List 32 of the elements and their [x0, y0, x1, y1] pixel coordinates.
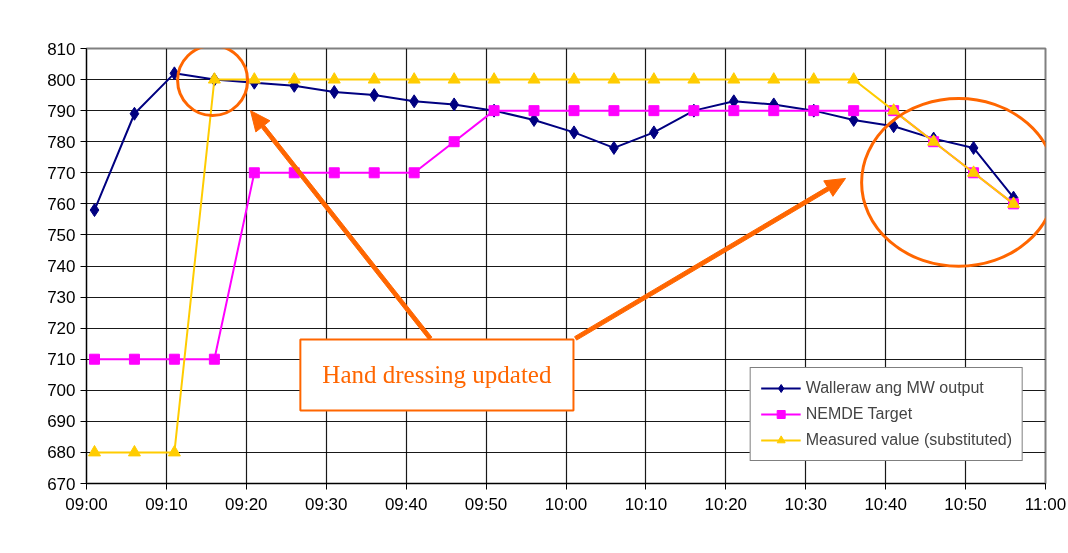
y-tick-label: 800 [47, 70, 76, 90]
x-tick-label: 09:00 [65, 494, 108, 514]
x-tick-label: 10:20 [704, 494, 748, 514]
annotation: Hand dressing updated [322, 361, 552, 389]
x-tick-label: 09:40 [384, 494, 428, 514]
x-tick-label: 10:50 [944, 494, 987, 514]
legend-label: NEMDE Target [805, 405, 913, 423]
legend-label: Measured value (substituted) [805, 431, 1012, 449]
y-tick-label: 690 [47, 412, 76, 432]
legend-label: Walleraw ang MW output [805, 379, 984, 397]
y-tick-label: 750 [47, 225, 76, 245]
y-tick-label: 720 [47, 319, 76, 339]
x-tick-label: 09:10 [145, 494, 188, 514]
y-tick-label: 700 [47, 381, 76, 401]
x-tick-label: 10:00 [544, 494, 588, 514]
x-tick-label: 09:50 [464, 494, 508, 514]
y-tick-label: 740 [47, 257, 76, 276]
x-tick-label: 10:40 [864, 494, 907, 514]
y-tick-label: 760 [47, 194, 76, 214]
y-tick-label: 790 [47, 101, 76, 121]
y-tick-label: 810 [47, 39, 76, 59]
x-tick-label: 09:30 [304, 494, 348, 514]
y-tick-label: 680 [47, 443, 76, 463]
x-tick-label: 10:30 [784, 494, 828, 514]
x-tick-label: 11:00 [1024, 494, 1067, 514]
y-tick-label: 730 [47, 288, 76, 308]
x-tick-label: 09:20 [225, 494, 268, 514]
y-tick-label: 670 [47, 474, 76, 494]
y-tick-label: 780 [47, 132, 76, 152]
x-tick-label: 10:10 [624, 494, 668, 514]
y-tick-label: 710 [47, 350, 76, 370]
y-tick-label: 770 [47, 163, 76, 183]
